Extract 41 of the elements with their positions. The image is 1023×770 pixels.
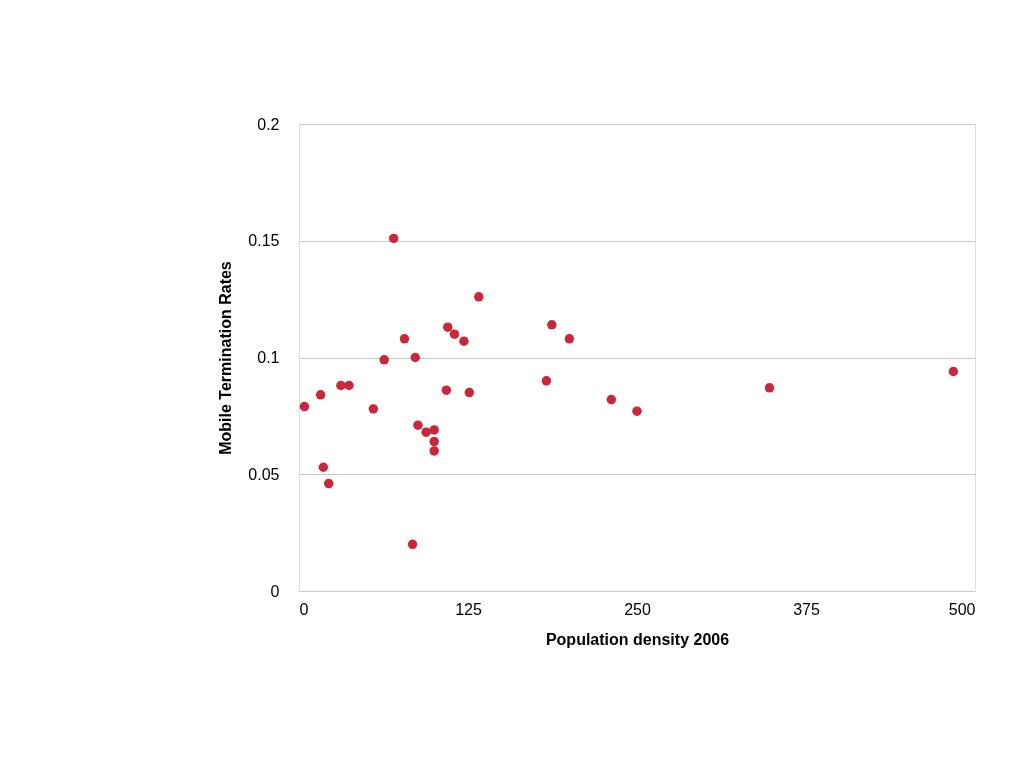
y-tick-label: 0.2 (257, 115, 280, 133)
point (547, 320, 557, 330)
point (541, 376, 552, 386)
x-tick-label: 375 (793, 600, 820, 618)
point (318, 462, 329, 472)
x-tick-label: 500 (948, 600, 976, 618)
point (464, 387, 475, 398)
point (315, 390, 326, 400)
point (441, 385, 452, 395)
point (474, 292, 484, 302)
x-tick-label: 125 (455, 600, 482, 618)
y-tick-label: 0.05 (248, 465, 280, 483)
point (388, 233, 399, 244)
point (368, 404, 379, 414)
point (606, 394, 617, 405)
point (429, 446, 439, 456)
point (564, 334, 575, 344)
point (632, 406, 642, 416)
x-axis-title: Population density 2006 (545, 630, 730, 648)
point (324, 478, 334, 489)
point (948, 366, 959, 377)
point (429, 436, 439, 447)
point (764, 383, 775, 393)
point (421, 427, 431, 437)
y-axis-title: Mobile Termination Rates (217, 261, 235, 455)
x-tick-label: 0 (299, 600, 309, 618)
point (299, 401, 310, 412)
point (449, 329, 460, 339)
point (410, 352, 421, 363)
point (459, 336, 469, 346)
y-tick-label: 0.1 (257, 349, 280, 366)
point (344, 380, 354, 391)
point (442, 322, 453, 332)
point (399, 334, 410, 344)
point (429, 425, 439, 435)
point (407, 539, 418, 550)
point (379, 355, 389, 365)
y-tick-label: 0.15 (248, 232, 280, 250)
x-tick-label: 250 (624, 600, 651, 618)
y-tick-label: 0 (270, 582, 280, 600)
point (413, 420, 423, 430)
